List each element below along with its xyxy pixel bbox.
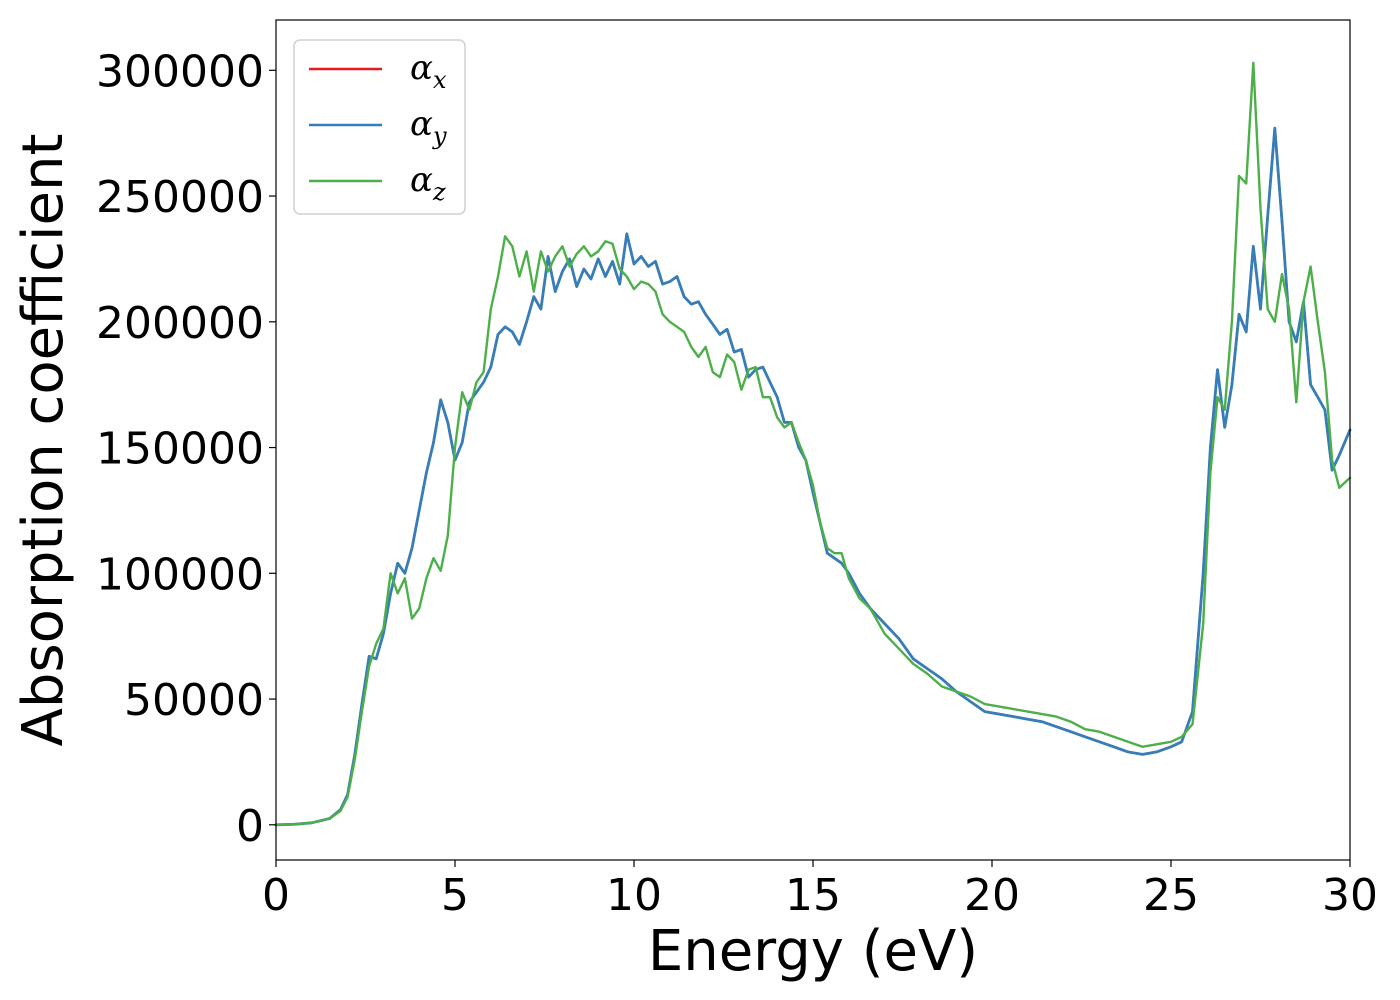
y-axis-title: Absorption coefficient xyxy=(11,134,76,747)
y-tick-label: 300000 xyxy=(96,46,264,97)
x-tick-label: 10 xyxy=(606,870,662,921)
series-layer xyxy=(274,61,1352,827)
legend: αx αy αz xyxy=(293,39,466,215)
y-tick-label: 0 xyxy=(236,801,264,852)
series-line-y xyxy=(274,126,1352,827)
y-tick-label: 250000 xyxy=(96,172,264,223)
legend-label-y: αy xyxy=(410,104,447,150)
y-tick-label: 150000 xyxy=(96,424,264,475)
x-tick-label: 0 xyxy=(262,870,290,921)
y-tick-label: 100000 xyxy=(96,549,264,600)
legend-label-x: αx xyxy=(410,48,447,94)
y-axis: 0 50000 100000 150000 200000 250000 300000 xyxy=(96,46,276,852)
x-axis-title: Energy (eV) xyxy=(648,919,978,984)
x-tick-label: 25 xyxy=(1143,870,1199,921)
y-tick-label: 50000 xyxy=(124,675,264,726)
legend-box xyxy=(293,39,466,215)
x-tick-label: 30 xyxy=(1322,870,1378,921)
x-tick-label: 5 xyxy=(441,870,469,921)
x-axis: 0 5 10 15 20 25 30 xyxy=(262,860,1378,921)
x-tick-label: 20 xyxy=(964,870,1020,921)
y-tick-label: 200000 xyxy=(96,298,264,349)
series-line-z xyxy=(274,61,1352,826)
legend-label-z: αz xyxy=(410,160,446,206)
x-tick-label: 15 xyxy=(785,870,841,921)
